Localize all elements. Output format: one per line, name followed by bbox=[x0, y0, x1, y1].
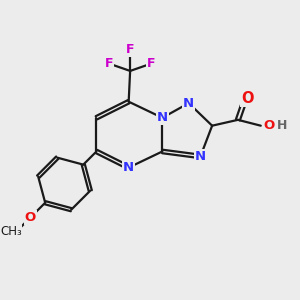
Text: N: N bbox=[183, 97, 194, 110]
Text: O: O bbox=[241, 91, 254, 106]
Text: O: O bbox=[263, 119, 274, 132]
Text: H: H bbox=[277, 119, 287, 132]
Text: F: F bbox=[126, 43, 134, 56]
Text: N: N bbox=[195, 150, 206, 163]
Text: N: N bbox=[123, 161, 134, 174]
Text: F: F bbox=[147, 57, 155, 70]
Text: O: O bbox=[25, 211, 36, 224]
Text: CH₃: CH₃ bbox=[0, 225, 22, 238]
Text: N: N bbox=[157, 111, 168, 124]
Text: F: F bbox=[105, 57, 113, 70]
